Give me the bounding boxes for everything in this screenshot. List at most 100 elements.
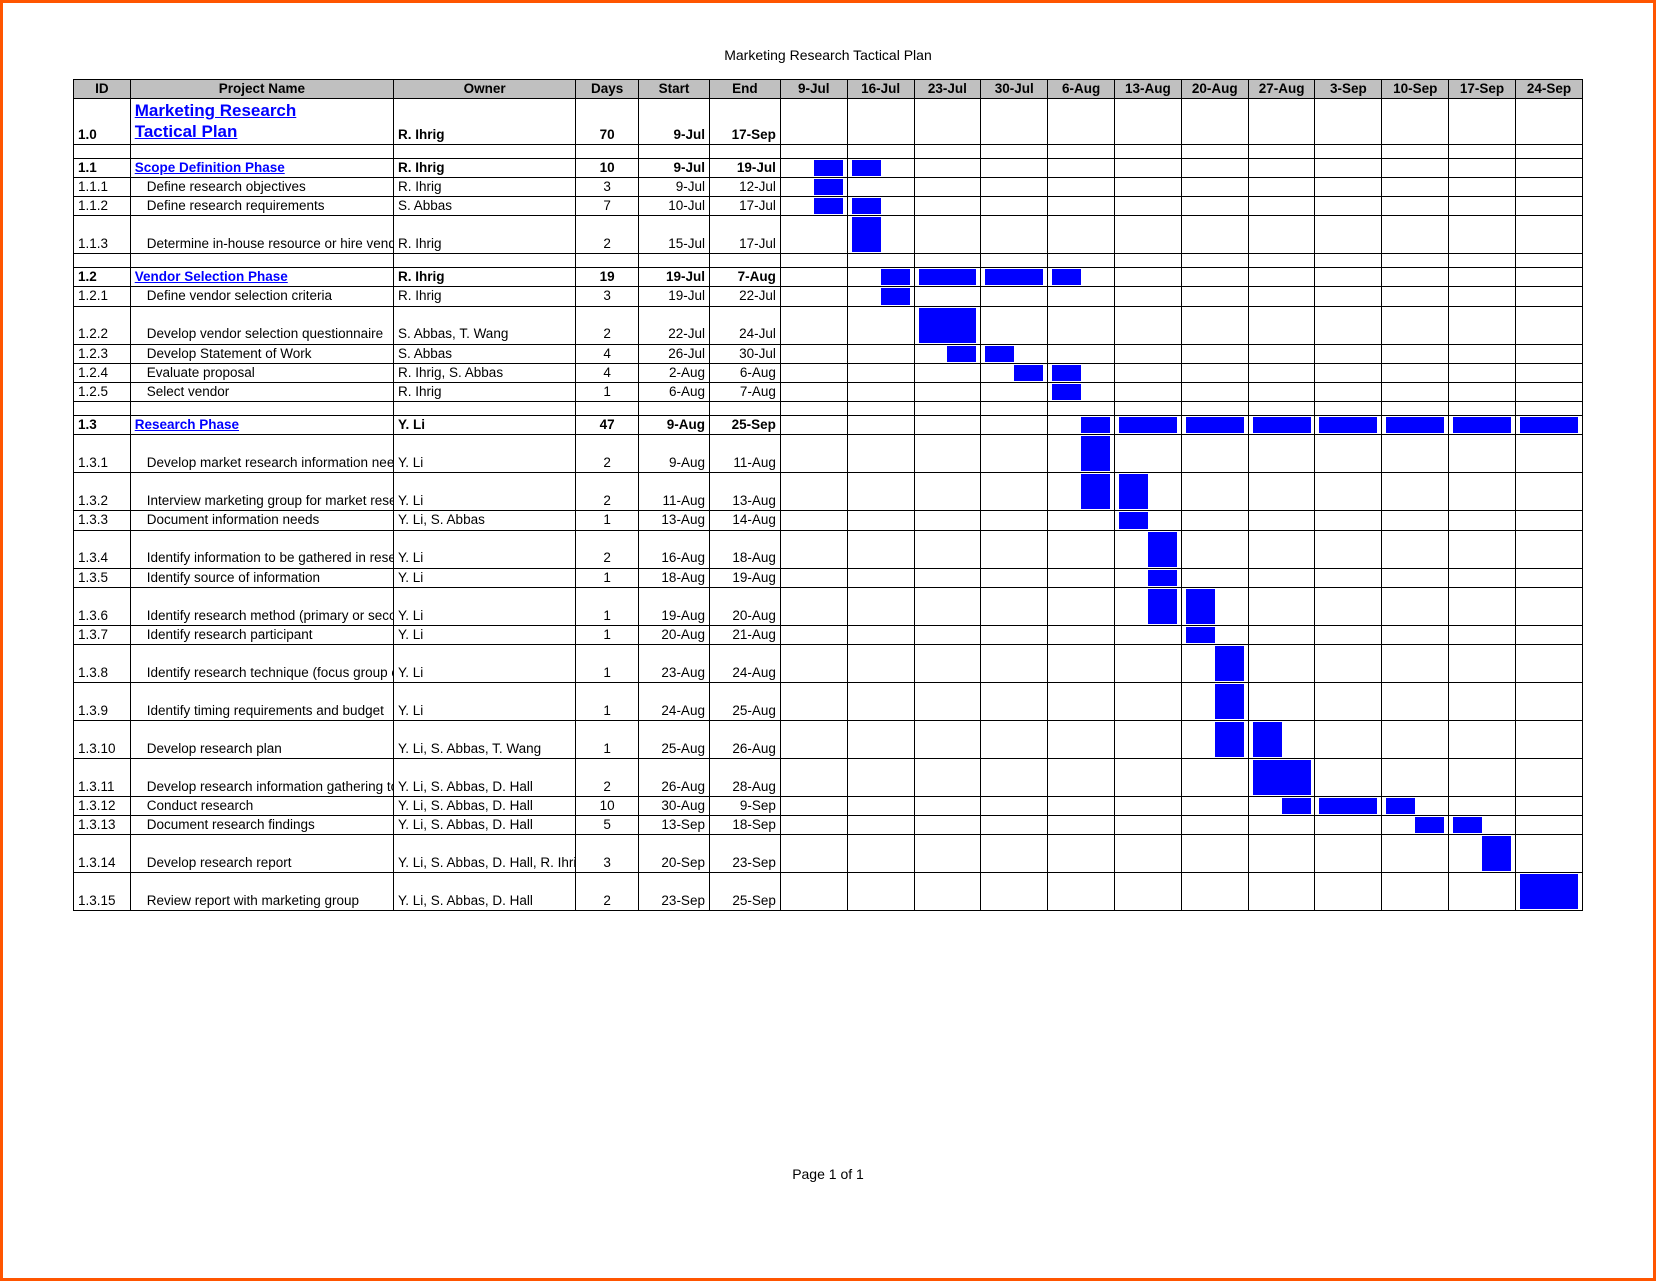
cell-days: 1 — [576, 587, 639, 625]
gantt-cell — [1515, 287, 1582, 306]
gantt-cell — [1181, 644, 1248, 682]
cell-start: 10-Jul — [639, 197, 710, 216]
gantt-cell — [1181, 416, 1248, 435]
cell-start: 20-Aug — [639, 625, 710, 644]
cell-project-name: Develop research information gathering t… — [130, 758, 393, 796]
gantt-cell — [1248, 835, 1315, 873]
gantt-cell — [1382, 644, 1449, 682]
cell-project-name: Evaluate proposal — [130, 363, 393, 382]
gantt-cell — [1382, 158, 1449, 177]
gantt-cell — [1449, 473, 1516, 511]
cell-project-name: Document information needs — [130, 511, 393, 530]
gantt-cell — [1515, 99, 1582, 145]
gantt-cell — [981, 416, 1048, 435]
gantt-cell — [1315, 197, 1382, 216]
cell-days: 1 — [576, 625, 639, 644]
gantt-cell — [1248, 758, 1315, 796]
gantt-cell — [1248, 383, 1315, 402]
gantt-cell — [1115, 568, 1182, 587]
cell-owner: Y. Li — [394, 644, 576, 682]
gantt-cell — [847, 197, 914, 216]
gantt-cell — [1181, 796, 1248, 815]
gantt-cell — [1515, 587, 1582, 625]
gantt-cell — [914, 625, 981, 644]
cell-start: 19-Jul — [639, 287, 710, 306]
gantt-cell — [1315, 587, 1382, 625]
gantt-cell — [1248, 363, 1315, 382]
gantt-cell — [1115, 158, 1182, 177]
gantt-cell — [914, 816, 981, 835]
gantt-cell — [981, 587, 1048, 625]
gantt-cell — [1048, 816, 1115, 835]
cell-start: 22-Jul — [639, 306, 710, 344]
gantt-cell — [1382, 625, 1449, 644]
gantt-cell — [1048, 268, 1115, 287]
gantt-cell — [847, 99, 914, 145]
col-header-week-0: 9-Jul — [780, 80, 847, 99]
gantt-cell — [1449, 644, 1516, 682]
gantt-cell — [1382, 682, 1449, 720]
gantt-cell — [1382, 216, 1449, 254]
gantt-cell — [1382, 268, 1449, 287]
cell-id: 1.3.2 — [74, 473, 131, 511]
gantt-cell — [1382, 177, 1449, 196]
cell-start: 25-Aug — [639, 720, 710, 758]
gantt-cell — [1315, 268, 1382, 287]
cell-id: 1.1.2 — [74, 197, 131, 216]
gantt-cell — [1315, 511, 1382, 530]
gantt-cell — [1382, 416, 1449, 435]
cell-owner: Y. Li, S. Abbas, D. Hall, R. Ihrig — [394, 835, 576, 873]
cell-project-name: Identify research technique (focus group… — [130, 644, 393, 682]
gantt-cell — [1181, 363, 1248, 382]
gantt-cell — [1181, 287, 1248, 306]
cell-start: 26-Jul — [639, 344, 710, 363]
cell-end: 22-Jul — [709, 287, 780, 306]
cell-days: 3 — [576, 835, 639, 873]
gantt-cell — [1515, 530, 1582, 568]
gantt-cell — [1315, 720, 1382, 758]
cell-id: 1.2.2 — [74, 306, 131, 344]
gantt-cell — [847, 682, 914, 720]
gantt-cell — [780, 682, 847, 720]
gantt-cell — [914, 363, 981, 382]
gantt-cell — [1048, 287, 1115, 306]
table-row — [74, 402, 1583, 416]
gantt-cell — [1181, 873, 1248, 911]
cell-project-name: Identify research participant — [130, 625, 393, 644]
cell-id: 1.3.10 — [74, 720, 131, 758]
col-header-id: ID — [74, 80, 131, 99]
col-header-start: Start — [639, 80, 710, 99]
gantt-cell — [780, 383, 847, 402]
gantt-cell — [1382, 816, 1449, 835]
gantt-cell — [1115, 268, 1182, 287]
gantt-cell — [1449, 197, 1516, 216]
cell-end: 13-Aug — [709, 473, 780, 511]
cell-end: 7-Aug — [709, 268, 780, 287]
gantt-cell — [914, 158, 981, 177]
gantt-cell — [981, 644, 1048, 682]
cell-owner: Y. Li — [394, 587, 576, 625]
cell-start: 11-Aug — [639, 473, 710, 511]
gantt-cell — [1449, 835, 1516, 873]
table-row: 1.3.2Interview marketing group for marke… — [74, 473, 1583, 511]
gantt-cell — [1449, 216, 1516, 254]
gantt-cell — [1048, 587, 1115, 625]
gantt-cell — [1315, 625, 1382, 644]
table-row: 1.3.15Review report with marketing group… — [74, 873, 1583, 911]
gantt-cell — [1382, 363, 1449, 382]
gantt-cell — [1515, 511, 1582, 530]
gantt-cell — [1315, 383, 1382, 402]
gantt-cell — [1515, 435, 1582, 473]
gantt-cell — [1115, 873, 1182, 911]
gantt-cell — [1248, 644, 1315, 682]
table-row: 1.2.5Select vendorR. Ihrig16-Aug7-Aug — [74, 383, 1583, 402]
table-row: 1.3.9Identify timing requirements and bu… — [74, 682, 1583, 720]
gantt-cell — [780, 177, 847, 196]
cell-start: 16-Aug — [639, 530, 710, 568]
cell-id: 1.3.1 — [74, 435, 131, 473]
cell-end: 19-Jul — [709, 158, 780, 177]
gantt-cell — [780, 625, 847, 644]
gantt-cell — [914, 473, 981, 511]
gantt-cell — [847, 287, 914, 306]
gantt-cell — [1248, 306, 1315, 344]
